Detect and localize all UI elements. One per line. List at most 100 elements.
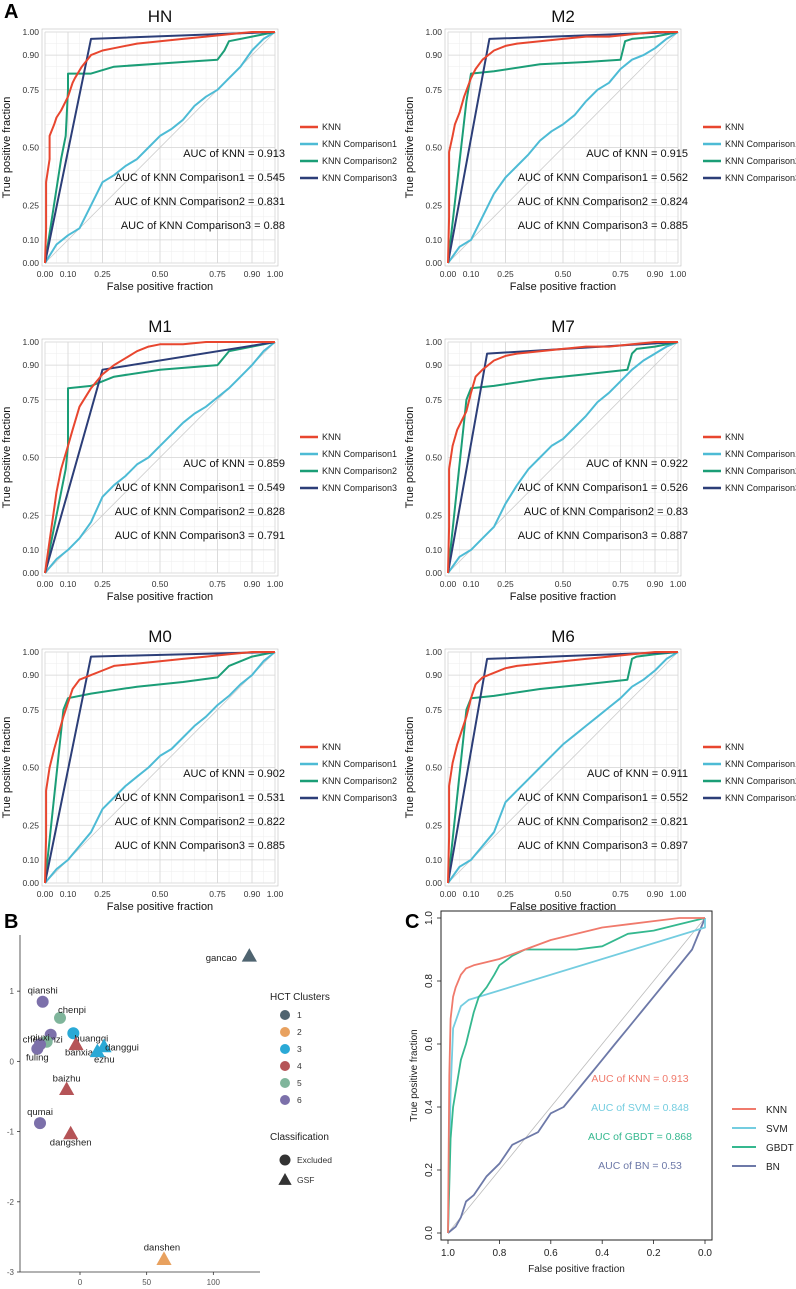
auc-label: AUC of KNN = 0.922: [586, 458, 688, 470]
roc-curve-knn-comparison2: [44, 31, 276, 264]
y-tick-label: 0.00: [425, 568, 442, 578]
panel-title: HN: [148, 7, 173, 26]
point-label-dangshen: dangshen: [50, 1138, 92, 1149]
x-tick-label: 0.50: [555, 579, 572, 589]
roc-curve-knn: [44, 651, 275, 884]
roc-panel-m6: 0.000.00 0.10 0.10 0.25 0.25 0.50 0.50 0.75 0.75…: [404, 627, 796, 913]
roc-curve-knn: [447, 31, 678, 264]
auc-label: AUC of KNN = 0.913: [183, 148, 285, 160]
legend-label: KNN: [725, 432, 744, 442]
y-tick-label: -3: [7, 1268, 15, 1277]
point-label-ezhu: ezhu: [94, 1055, 115, 1066]
roc-panel-m0: 0.000.00 0.10 0.10 0.25 0.25 0.50 0.50 0.75 0.75…: [1, 627, 397, 913]
reference-diagonal: [447, 651, 679, 884]
point-label-chenpi: chenpi: [58, 1005, 86, 1016]
y-tick-label: 0.25: [425, 200, 442, 210]
x-tick-label: 0.00: [440, 889, 457, 899]
auc-label: AUC of SVM = 0.848: [591, 1102, 689, 1114]
legend-label: KNN Comparison3: [322, 483, 397, 493]
y-tick-label: 0.50: [425, 453, 442, 463]
y-axis-label: True positive fraction: [404, 97, 416, 199]
y-tick-label: 0.4: [424, 1100, 435, 1114]
cluster-legend-swatch: [280, 1095, 290, 1105]
cluster-legend-label: 1: [297, 1010, 302, 1020]
x-tick-label: 0.75: [612, 269, 629, 279]
x-tick-label: 0.50: [152, 579, 169, 589]
y-tick-label: 1.00: [425, 647, 442, 657]
legend-label: KNN Comparison1: [725, 449, 796, 459]
y-tick-label: 0.90: [22, 670, 39, 680]
y-tick-label: 0.75: [22, 395, 39, 405]
cluster-legend-label: 5: [297, 1078, 302, 1088]
legend-label: KNN Comparison3: [725, 483, 796, 493]
y-tick-label: 0.10: [22, 545, 39, 555]
x-tick-label: 0.10: [60, 889, 77, 899]
legend-label: KNN Comparison2: [725, 156, 796, 166]
x-tick-label: 0.0: [698, 1248, 712, 1259]
x-tick-label: 0.90: [647, 579, 664, 589]
y-tick-label: 0.00: [425, 878, 442, 888]
x-tick-label: 0.00: [440, 579, 457, 589]
y-tick-label: 0.90: [425, 50, 442, 60]
legend-label: KNN Comparison3: [725, 793, 796, 803]
y-tick-label: 0.6: [424, 1037, 435, 1051]
y-tick-label: 0.10: [22, 855, 39, 865]
point-label-huangqi: huangqi: [74, 1033, 108, 1044]
y-tick-label: 1: [10, 987, 15, 996]
panel-title: M6: [551, 627, 575, 646]
auc-label: AUC of KNN = 0.915: [586, 148, 688, 160]
auc-label: AUC of KNN Comparison1 = 0.545: [115, 172, 285, 184]
panel-title: M1: [148, 317, 172, 336]
panel-label-b: B: [4, 911, 18, 933]
cluster-legend-label: 4: [297, 1061, 302, 1071]
auc-label: AUC of KNN Comparison3 = 0.88: [121, 220, 285, 232]
legend-label: KNN Comparison1: [322, 449, 397, 459]
x-tick-label: 0.75: [612, 579, 629, 589]
shape-legend-title: Classification: [270, 1132, 329, 1143]
cluster-legend-swatch: [280, 1078, 290, 1088]
x-tick-label: 1.00: [670, 579, 687, 589]
x-tick-label: 0.90: [244, 889, 261, 899]
roc-curve-knn-comparison2: [44, 651, 276, 884]
x-tick-label: 1.00: [670, 269, 687, 279]
y-tick-label: 0.25: [22, 510, 39, 520]
roc-panel-m1: 0.000.00 0.10 0.10 0.25 0.25 0.50 0.50 0.75 0.75…: [1, 317, 397, 603]
cluster-legend-label: 6: [297, 1095, 302, 1105]
point-label-fuling: fuling: [26, 1053, 49, 1064]
y-tick-label: -1: [7, 1128, 15, 1137]
auc-label: AUC of KNN = 0.911: [587, 768, 688, 780]
hct-scatter-panel: 05010010-1-2-3gancaoqianshichenpicheqian…: [7, 935, 332, 1287]
point-label-niuxi: niuxi: [30, 1033, 50, 1044]
roc-curve-knn: [447, 651, 678, 884]
legend-label: KNN Comparison2: [322, 466, 397, 476]
y-tick-label: 0.90: [22, 50, 39, 60]
y-axis-label: True positive fraction: [404, 717, 416, 819]
x-tick-label: 0.8: [492, 1248, 506, 1259]
roc-curve-svm: [447, 918, 706, 1234]
roc-curve-knn-comparison3: [44, 31, 276, 264]
x-tick-label: 0: [78, 1278, 83, 1287]
y-tick-label: 0.10: [425, 855, 442, 865]
point-chenpi: [54, 1011, 66, 1024]
point-label-qianshi: qianshi: [28, 986, 58, 997]
x-tick-label: 0.10: [60, 579, 77, 589]
x-tick-label: 0.2: [647, 1248, 661, 1259]
x-tick-label: 0.10: [60, 269, 77, 279]
shape-legend-circle: [279, 1154, 291, 1166]
point-qumai: [34, 1117, 46, 1130]
x-tick-label: 0.10: [463, 579, 480, 589]
roc-panel-m7: 0.000.00 0.10 0.10 0.25 0.25 0.50 0.50 0.75 0.75…: [404, 317, 796, 603]
panel-label-a: A: [4, 1, 18, 23]
point-label-banxia: banxia: [65, 1048, 94, 1059]
roc-curve-knn-comparison1: [44, 651, 276, 884]
y-tick-label: 0.10: [425, 235, 442, 245]
x-tick-label: 0.10: [463, 889, 480, 899]
x-tick-label: 0.25: [94, 269, 111, 279]
roc-curve-knn: [447, 341, 678, 574]
x-tick-label: 0.00: [37, 269, 54, 279]
y-tick-label: 1.00: [22, 337, 39, 347]
x-tick-label: 0.50: [152, 269, 169, 279]
roc-curve-knn-comparison1: [447, 31, 679, 264]
point-baizhu: [59, 1081, 75, 1096]
x-tick-label: 0.90: [647, 269, 664, 279]
